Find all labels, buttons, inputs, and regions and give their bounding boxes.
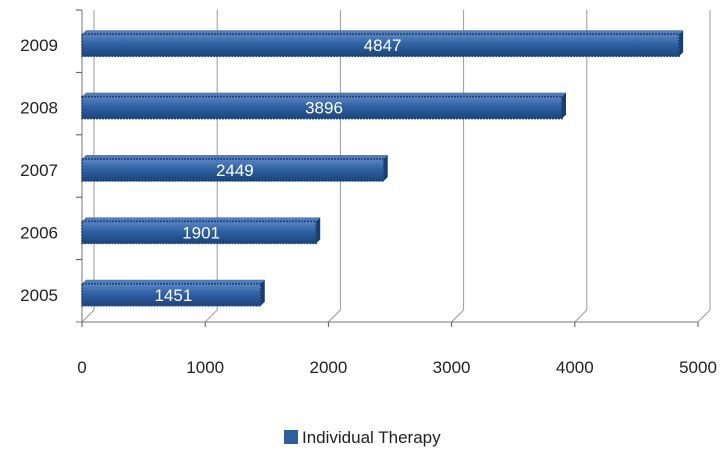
bar-top-face <box>82 279 265 284</box>
bar-end-face <box>561 92 566 119</box>
legend-swatch <box>284 430 298 444</box>
y-tick-label: 2005 <box>20 286 58 305</box>
y-tick-label: 2007 <box>20 161 58 180</box>
y-tick-label: 2009 <box>20 36 58 55</box>
bar-end-face <box>316 217 321 244</box>
legend-label: Individual Therapy <box>302 428 441 447</box>
gridline-foot <box>81 309 95 323</box>
y-tick-label: 2006 <box>20 223 58 242</box>
bar-top-face <box>82 217 321 222</box>
bar-end-face <box>383 155 388 181</box>
bar-top-face <box>82 155 388 159</box>
bar-data-label: 4847 <box>364 36 402 55</box>
gridline-foot <box>451 309 464 323</box>
x-tick-label: 4000 <box>556 358 594 377</box>
x-tick-label: 5000 <box>679 358 717 377</box>
bar-end-face <box>260 279 265 306</box>
bar-top-face <box>82 92 566 97</box>
labels: 0 1000 2000 3000 4000 5000 1451 2005 1901 2006 244… <box>20 36 717 377</box>
bar <box>81 158 385 182</box>
bar-data-label: 1901 <box>182 223 220 242</box>
bars <box>81 30 684 307</box>
gridline-foot <box>328 309 341 323</box>
x-tick-label: 3000 <box>433 358 471 377</box>
bar-top-face <box>82 30 684 35</box>
x-tick-label: 2000 <box>309 358 347 377</box>
x-tick-label: 0 <box>77 358 86 377</box>
bar-data-label: 3896 <box>305 99 343 118</box>
bar <box>81 95 563 120</box>
gridline-foot <box>204 309 218 323</box>
bar-data-label: 1451 <box>154 286 192 305</box>
bar-end-face <box>679 30 684 57</box>
bar <box>81 283 262 307</box>
gridline-foot <box>697 309 711 323</box>
bar <box>81 220 317 245</box>
y-tick-label: 2008 <box>20 99 58 118</box>
bar <box>81 33 680 57</box>
legend: Individual Therapy <box>284 428 441 447</box>
gridline-foot <box>574 309 588 323</box>
x-tick-label: 1000 <box>186 358 224 377</box>
bar-data-label: 2449 <box>216 161 254 180</box>
